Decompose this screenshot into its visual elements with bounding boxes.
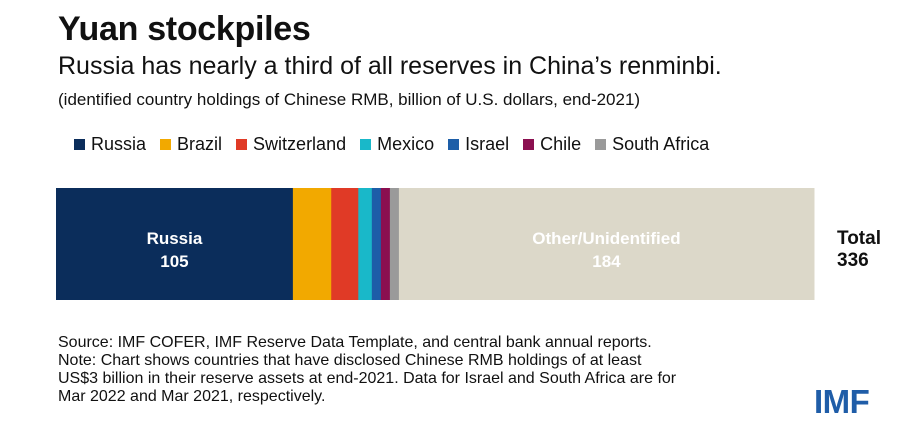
bar-segment-israel <box>371 188 382 300</box>
bar-segment-other-unidentified <box>398 188 815 300</box>
total-label: Total <box>837 228 881 249</box>
data-label-value: 105 <box>160 252 188 271</box>
total-value: 336 <box>837 250 869 271</box>
legend-item-chile: Chile <box>523 134 581 155</box>
source-line: Source: IMF COFER, IMF Reserve Data Temp… <box>58 334 652 351</box>
legend-swatch <box>236 138 248 150</box>
legend-label: Mexico <box>377 133 435 154</box>
imf-logo: IMF <box>814 383 870 420</box>
legend-label: Switzerland <box>253 133 347 154</box>
legend-label: Israel <box>465 133 510 154</box>
legend-item-mexico: Mexico <box>360 134 434 155</box>
bar-segment-south-africa <box>389 188 400 300</box>
legend-swatch <box>360 138 372 150</box>
units-note: (identified country holdings of Chinese … <box>58 90 641 109</box>
data-label-name: Russia <box>147 229 203 248</box>
bar-segment-russia <box>56 188 294 300</box>
note-line: Mar 2022 and Mar 2021, respectively. <box>58 388 326 405</box>
legend-swatch <box>595 138 607 150</box>
legend-item-russia: Russia <box>74 134 146 155</box>
legend-label: Russia <box>91 133 147 154</box>
legend-label: Brazil <box>177 133 223 154</box>
legend-label: Chile <box>540 133 582 154</box>
legend-item-switzerland: Switzerland <box>236 134 346 155</box>
note-line: Note: Chart shows countries that have di… <box>58 352 642 369</box>
legend-label: South Africa <box>612 133 710 154</box>
legend-item-south-africa: South Africa <box>595 134 709 155</box>
bar-segment-switzerland <box>331 188 359 300</box>
legend-swatch <box>523 138 535 150</box>
data-label-value: 184 <box>592 252 621 271</box>
legend-item-brazil: Brazil <box>160 134 222 155</box>
legend-swatch <box>448 138 460 150</box>
chart-subtitle: Russia has nearly a third of all reserve… <box>58 52 722 80</box>
total-label-block: Total 336 <box>820 228 900 272</box>
legend-swatch <box>74 138 85 150</box>
source-note: Source: IMF COFER, IMF Reserve Data Temp… <box>58 334 818 406</box>
legend-swatch <box>160 138 172 150</box>
data-label-name: Other/Unidentified <box>532 229 680 248</box>
legend: Russia Brazil Switzerland Mexico Israel … <box>74 133 723 155</box>
note-line: US$3 billion in their reserve assets at … <box>58 370 677 387</box>
bar-segment-mexico <box>358 188 373 300</box>
chart-title: Yuan stockpiles <box>58 10 311 48</box>
bar-segment-brazil <box>292 188 332 300</box>
bar-segment-chile <box>380 188 391 300</box>
legend-item-israel: Israel <box>448 134 509 155</box>
